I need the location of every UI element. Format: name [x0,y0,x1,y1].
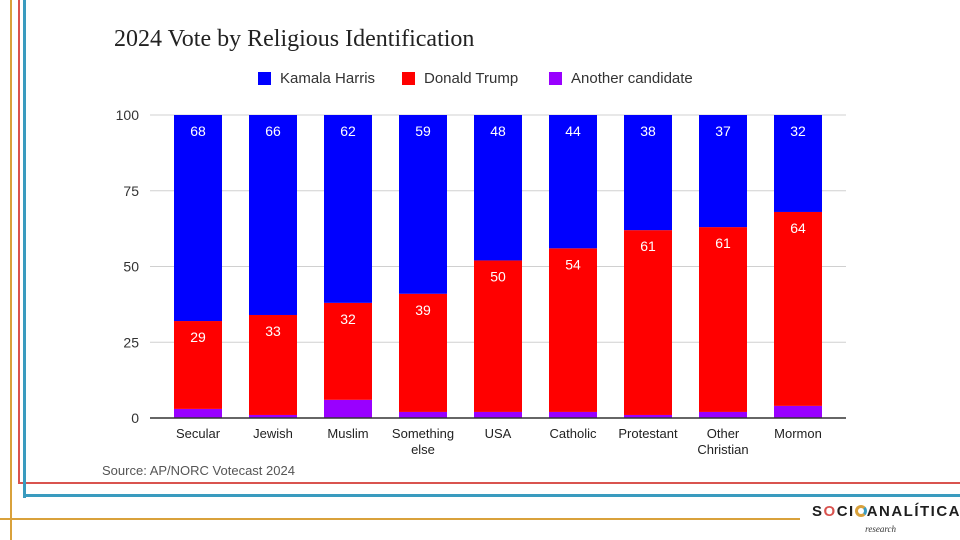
legend-item-donald-trump: Donald Trump [402,70,518,87]
bar-another-candidate-1 [249,414,297,418]
frame-line-orange-horizontal [0,518,800,520]
y-tick-label-50: 50 [123,259,139,275]
x-tick-label-3: Something else [392,426,454,457]
bar-donald-trump-6 [624,230,672,415]
data-label-kamala-harris-2: 62 [340,123,356,139]
bar-another-candidate-0 [174,408,222,418]
bar-donald-trump-1 [249,314,297,415]
x-tick-label-7: Other Christian [697,426,748,457]
x-tick-label-0: Secular [176,426,221,441]
y-tick-label-100: 100 [116,107,140,123]
x-tick-label-6: Protestant [618,426,678,441]
y-tick-label-75: 75 [123,183,139,199]
bar-kamala-harris-4 [474,115,522,261]
data-label-donald-trump-4: 50 [490,268,506,284]
frame-line-teal-horizontal [23,494,960,497]
frame-line-red-vertical [18,0,20,484]
bar-another-candidate-3 [399,411,447,418]
data-label-donald-trump-5: 54 [565,256,581,272]
x-tick-label-2: Muslim [327,426,368,441]
logo-circle-icon [854,505,867,517]
logo-wordmark: SOCI ANALÍTICA [812,503,960,520]
logo-letter-o: O [823,503,837,520]
frame-line-orange-vertical [10,0,12,540]
legend-item-kamala-harris: Kamala Harris [258,70,375,87]
data-label-kamala-harris-1: 66 [265,123,281,139]
bar-another-candidate-6 [624,414,672,418]
legend-label: Another candidate [571,70,693,87]
bar-donald-trump-4 [474,260,522,412]
y-tick-label-0: 0 [131,410,139,426]
frame-line-teal-vertical [23,0,26,498]
data-label-kamala-harris-4: 48 [490,123,506,139]
socioanalitica-logo: SOCI ANALÍTICA research [812,503,960,537]
bar-donald-trump-5 [549,248,597,412]
bar-another-candidate-8 [774,405,822,418]
x-tick-label-line: else [411,442,435,457]
bar-donald-trump-2 [324,302,372,400]
data-label-kamala-harris-0: 68 [190,123,206,139]
bar-kamala-harris-6 [624,115,672,231]
bar-another-candidate-2 [324,399,372,418]
data-label-kamala-harris-7: 37 [715,123,731,139]
data-label-donald-trump-1: 33 [265,323,281,339]
y-tick-label-25: 25 [123,334,139,350]
data-label-kamala-harris-8: 32 [790,123,806,139]
data-label-kamala-harris-6: 38 [640,123,656,139]
bar-kamala-harris-8 [774,115,822,212]
legend-swatch [258,72,271,85]
data-label-donald-trump-0: 29 [190,329,206,345]
bar-donald-trump-8 [774,211,822,406]
data-label-donald-trump-2: 32 [340,311,356,327]
data-label-kamala-harris-5: 44 [565,123,581,139]
data-label-donald-trump-8: 64 [790,220,806,236]
bar-another-candidate-5 [549,411,597,418]
legend-swatch [549,72,562,85]
bar-kamala-harris-7 [699,115,747,228]
legend-label: Donald Trump [424,70,519,87]
bar-kamala-harris-2 [324,115,372,303]
logo-subtitle: research [865,524,896,534]
bar-donald-trump-3 [399,293,447,412]
legend-item-another-candidate: Another candidate [549,70,693,87]
data-label-donald-trump-7: 61 [715,235,731,251]
bar-another-candidate-4 [474,411,522,418]
frame-line-red-horizontal [18,482,960,484]
x-tick-label-5: Catholic [550,426,597,441]
bar-another-candidate-7 [699,411,747,418]
bar-kamala-harris-0 [174,115,222,322]
bar-donald-trump-7 [699,227,747,412]
x-tick-label-8: Mormon [774,426,822,441]
chart-legend: Kamala Harris Donald Trump Another candida… [0,70,960,92]
x-tick-label-4: USA [485,426,512,441]
bar-kamala-harris-3 [399,115,447,294]
x-tick-label-1: Jewish [253,426,293,441]
bar-kamala-harris-5 [549,115,597,249]
data-label-kamala-harris-3: 59 [415,123,431,139]
data-label-donald-trump-6: 61 [640,238,656,254]
source-note: Source: AP/NORC Votecast 2024 [102,463,295,478]
bar-kamala-harris-1 [249,115,297,315]
data-label-donald-trump-3: 39 [415,302,431,318]
bar-donald-trump-0 [174,321,222,409]
chart-title: 2024 Vote by Religious Identification [114,26,475,52]
legend-label: Kamala Harris [280,70,376,87]
x-tick-label-line: Christian [697,442,748,457]
legend-swatch [402,72,415,85]
x-tick-label-line: Something [392,426,454,441]
x-tick-label-line: Other [707,426,740,441]
